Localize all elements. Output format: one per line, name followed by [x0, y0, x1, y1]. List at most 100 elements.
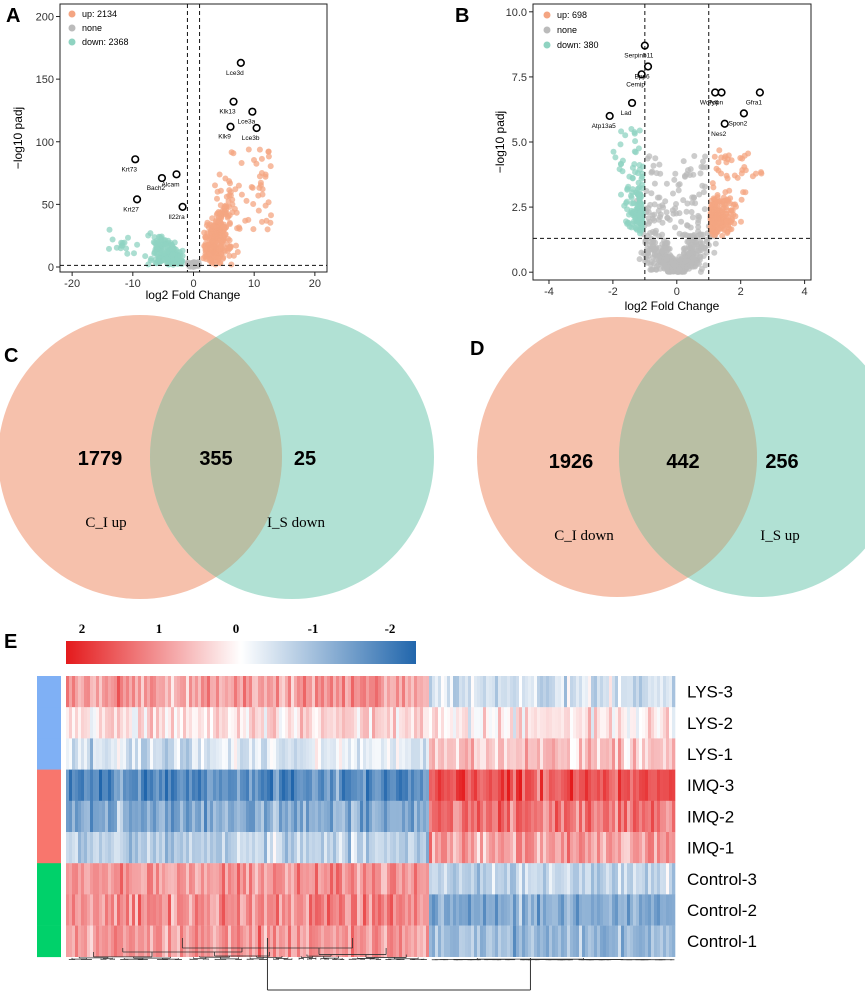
heatmap-cell	[405, 863, 409, 895]
heatmap-cell	[183, 738, 187, 770]
heatmap-cell	[138, 925, 142, 957]
heatmap-cell	[180, 863, 184, 895]
heatmap-cell	[360, 800, 364, 833]
heatmap-cell	[549, 769, 553, 801]
heatmap-cell	[312, 925, 316, 957]
heatmap-cell	[633, 894, 637, 926]
data-point	[150, 239, 157, 246]
heatmap-cell	[321, 707, 325, 739]
heatmap-cell	[144, 894, 148, 926]
heatmap-cell	[369, 769, 373, 801]
heatmap-cell	[393, 925, 397, 957]
heatmap-cell	[255, 925, 259, 957]
heatmap-cell	[393, 676, 397, 708]
data-point	[663, 256, 670, 263]
heatmap-cell	[69, 925, 73, 957]
heatmap-cell	[387, 769, 391, 801]
data-point	[629, 164, 636, 171]
data-point	[700, 189, 707, 196]
heatmap-cell	[552, 863, 556, 895]
legend-swatch-down	[543, 41, 551, 49]
heatmap-cell	[96, 769, 100, 801]
heatmap-cell	[360, 863, 364, 895]
heatmap-cell	[303, 800, 307, 833]
data-point	[212, 240, 218, 246]
heatmap-cell	[528, 769, 532, 801]
heatmap-cell	[189, 707, 193, 739]
heatmap-cell	[357, 676, 361, 708]
heatmap-cell	[279, 863, 283, 895]
data-point	[651, 201, 658, 208]
heatmap-cell	[339, 832, 343, 864]
heatmap-cell	[633, 863, 637, 895]
data-point	[170, 261, 177, 268]
heatmap-cell	[90, 863, 94, 895]
gene-label: Gfra1	[746, 100, 763, 107]
heatmap-cell	[228, 800, 232, 833]
heatmap-cell	[498, 832, 502, 864]
heatmap-cell	[189, 769, 193, 801]
data-point	[262, 202, 269, 209]
heatmap-cell	[255, 738, 259, 770]
heatmap-cell	[252, 894, 256, 926]
heatmap-cell	[210, 863, 214, 895]
heatmap-cell	[567, 863, 571, 895]
heatmap-cell	[333, 769, 337, 801]
heatmap-cell	[309, 800, 313, 833]
heatmap-cell	[630, 832, 634, 864]
heatmap-cell	[195, 800, 199, 833]
heatmap-cell	[498, 769, 502, 801]
data-point	[655, 208, 662, 214]
heatmap-cell	[597, 832, 601, 864]
heatmap-cell	[312, 894, 316, 926]
heatmap-cell	[528, 707, 532, 739]
heatmap-cell	[672, 863, 676, 895]
heatmap-cell	[615, 863, 619, 895]
heatmap-cell	[483, 925, 487, 957]
data-point	[233, 209, 240, 216]
heatmap-cell	[306, 800, 310, 833]
heatmap-cell	[306, 769, 310, 801]
heatmap-cell	[363, 707, 367, 739]
heatmap-cell	[384, 738, 388, 770]
heatmap-cell	[207, 800, 211, 833]
data-point	[618, 128, 625, 135]
heatmap-cell	[279, 832, 283, 864]
gene-label: Wdfy4	[700, 100, 719, 107]
heatmap-cell	[561, 769, 565, 801]
data-point	[151, 249, 158, 256]
heatmap-cell	[573, 769, 577, 801]
heatmap-cell	[120, 738, 124, 770]
heatmap-cell	[474, 676, 478, 708]
heatmap-cell	[381, 894, 385, 926]
heatmap-cell	[336, 925, 340, 957]
data-point	[670, 260, 677, 267]
data-point	[722, 189, 729, 196]
data-point	[739, 155, 746, 162]
heatmap-cell	[66, 676, 70, 708]
heatmap-cell	[429, 925, 433, 957]
venn-count-right-c: 25	[294, 448, 316, 470]
heatmap-cell	[105, 676, 109, 708]
heatmap-cell	[195, 863, 199, 895]
heatmap-cell	[531, 707, 535, 739]
heatmap-cell	[543, 925, 547, 957]
data-point	[213, 224, 220, 231]
heatmap-cell	[297, 769, 301, 801]
highlighted-gene-marker	[131, 155, 140, 164]
heatmap-cell	[621, 738, 625, 770]
heatmap-cell	[228, 769, 232, 801]
heatmap-cell	[78, 707, 82, 739]
heatmap-cell	[519, 738, 523, 770]
highlighted-gene-marker	[739, 109, 748, 118]
heatmap-cell	[246, 863, 250, 895]
heatmap-cell	[267, 738, 271, 770]
heatmap-cell	[99, 800, 103, 833]
heatmap-cell	[327, 676, 331, 708]
y-tick-label: 2.5	[512, 202, 527, 214]
heatmap-cell	[459, 800, 463, 833]
heatmap-cell	[240, 894, 244, 926]
heatmap-cell	[147, 863, 151, 895]
heatmap-cell	[648, 738, 652, 770]
heatmap-cell	[663, 925, 667, 957]
